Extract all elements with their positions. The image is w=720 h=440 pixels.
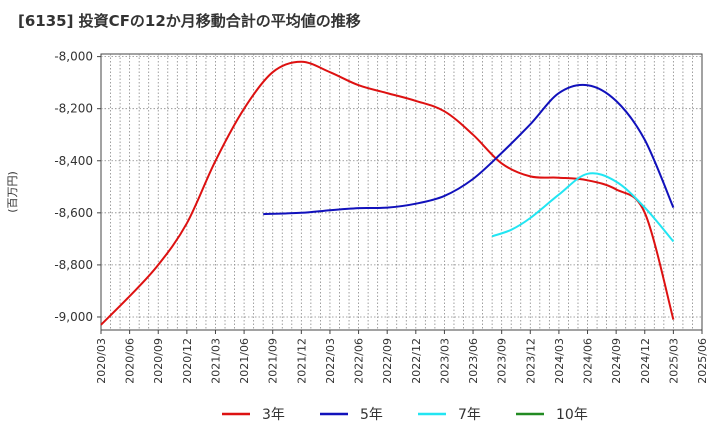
y-tick-label: -8,400 — [54, 154, 93, 168]
x-tick-label: 2022/09 — [381, 338, 394, 384]
x-tick-label: 2022/06 — [353, 338, 366, 384]
x-tick-label: 2023/06 — [467, 338, 480, 384]
legend-label-3: 7年 — [458, 407, 481, 423]
x-tick-label: 2021/12 — [295, 338, 308, 384]
x-tick-label: 2020/12 — [181, 338, 194, 384]
series-line-2 — [263, 83, 675, 216]
series-line-3 — [491, 172, 675, 243]
legend-label-2: 5年 — [360, 407, 383, 423]
legend-label-4: 10年 — [556, 407, 588, 423]
x-tick-label: 2024/03 — [553, 338, 566, 384]
series-lines — [100, 60, 675, 326]
x-tick-label: 2023/03 — [438, 338, 451, 384]
x-tick-label: 2020/06 — [124, 338, 137, 384]
legend-label-1: 3年 — [262, 407, 285, 423]
x-tick-label: 2022/12 — [410, 338, 423, 384]
x-tick-label: 2020/03 — [95, 338, 108, 384]
chart-title: [6135] 投資CFの12か月移動合計の平均値の推移 — [18, 12, 361, 30]
legend: 3年 5年 7年 10年 — [222, 407, 588, 423]
grid — [100, 53, 703, 331]
x-tick-label: 2024/06 — [582, 338, 595, 384]
x-tick-label: 2021/03 — [209, 338, 222, 384]
x-tick-label: 2023/12 — [524, 338, 537, 384]
y-tick-label: -8,000 — [54, 50, 93, 64]
x-tick-label: 2021/09 — [267, 338, 280, 384]
y-tick-label: -8,200 — [54, 102, 93, 116]
x-tick-label: 2022/03 — [324, 338, 337, 384]
y-tick-label: -8,800 — [54, 258, 93, 272]
y-tick-label: -8,600 — [54, 206, 93, 220]
axes: -8,000 -8,200 -8,400 -8,600 -8,800 -9,000 (百万円… — [6, 50, 709, 384]
x-tick-label: 2024/12 — [639, 338, 652, 384]
x-tick-label: 2025/03 — [667, 338, 680, 384]
x-tick-label: 2024/09 — [610, 338, 623, 384]
x-tick-label: 2025/06 — [696, 338, 709, 384]
x-tick-label: 2023/09 — [496, 338, 509, 384]
y-tick-label: -9,000 — [54, 310, 93, 324]
x-tick-label: 2020/09 — [152, 338, 165, 384]
x-tick-label: 2021/06 — [238, 338, 251, 384]
plot-area — [100, 53, 703, 331]
y-axis-label: (百万円) — [6, 171, 19, 213]
series-line-1 — [100, 60, 675, 326]
